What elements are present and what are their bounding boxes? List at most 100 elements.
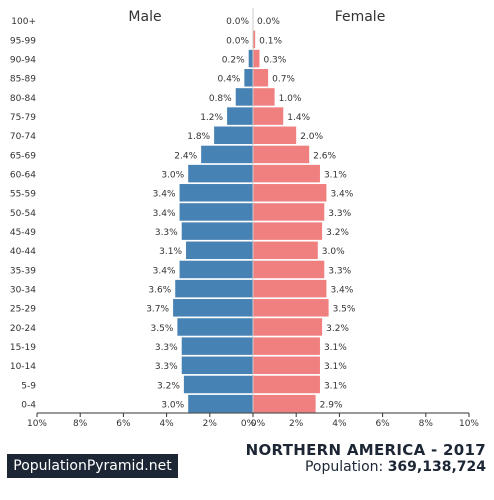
age-group-label: 45-49 bbox=[10, 228, 36, 238]
age-group-label: 30-34 bbox=[10, 285, 36, 295]
male-value-label: 1.8% bbox=[187, 132, 210, 142]
male-value-label: 0.0% bbox=[226, 17, 249, 27]
x-tick-label: 8% bbox=[73, 419, 88, 429]
female-value-label: 3.2% bbox=[326, 228, 349, 238]
male-value-label: 3.1% bbox=[159, 247, 182, 257]
female-header: Female bbox=[335, 9, 386, 25]
female-bar bbox=[253, 241, 318, 260]
female-value-label: 0.0% bbox=[257, 17, 280, 27]
male-value-label: 3.4% bbox=[153, 209, 176, 219]
female-bar bbox=[253, 30, 256, 49]
age-group-label: 0-4 bbox=[21, 400, 36, 410]
female-value-label: 3.1% bbox=[324, 362, 347, 372]
male-value-label: 2.4% bbox=[174, 151, 197, 161]
female-bar bbox=[253, 203, 325, 221]
male-bar bbox=[214, 126, 253, 145]
male-value-label: 0.8% bbox=[209, 94, 232, 104]
brand-badge[interactable]: PopulationPyramid.net bbox=[7, 454, 178, 478]
age-group-label: 35-39 bbox=[10, 266, 36, 276]
female-bar bbox=[253, 107, 284, 125]
female-bar bbox=[253, 69, 269, 87]
age-group-label: 20-24 bbox=[10, 324, 36, 334]
female-bar bbox=[253, 260, 325, 279]
x-tick-label: 10% bbox=[459, 419, 479, 429]
male-bar bbox=[201, 145, 253, 164]
male-bar bbox=[227, 107, 253, 125]
bars-group: 0.0% 0.0% 100+ 0.0% 0.1% 95-99 0.2% 0.3% 90-94 0.… bbox=[10, 17, 356, 413]
male-value-label: 0.4% bbox=[217, 75, 240, 85]
female-value-label: 3.1% bbox=[324, 381, 347, 391]
male-bar bbox=[175, 279, 253, 298]
age-group-label: 15-19 bbox=[10, 343, 36, 353]
female-bar bbox=[253, 145, 310, 164]
female-value-label: 3.4% bbox=[330, 190, 353, 200]
age-group-label: 90-94 bbox=[10, 55, 36, 65]
x-tick-label: 2% bbox=[289, 419, 304, 429]
female-value-label: 2.0% bbox=[300, 132, 323, 142]
female-value-label: 1.4% bbox=[287, 113, 310, 123]
female-bar bbox=[253, 337, 320, 355]
female-value-label: 3.3% bbox=[328, 209, 351, 219]
female-value-label: 0.1% bbox=[259, 36, 282, 46]
female-bar bbox=[253, 164, 320, 183]
age-group-label: 10-14 bbox=[10, 362, 36, 372]
x-axis: 10% 8% 6% 4% 2% 0%0% 2% 4% 6% 8% 10% bbox=[27, 8, 479, 429]
female-value-label: 1.0% bbox=[279, 94, 302, 104]
male-bar bbox=[179, 184, 253, 202]
age-group-label: 85-89 bbox=[10, 75, 36, 85]
female-value-label: 2.6% bbox=[313, 151, 336, 161]
male-value-label: 1.2% bbox=[200, 113, 223, 123]
x-tick-label: 6% bbox=[375, 419, 390, 429]
female-bar bbox=[253, 375, 320, 394]
x-tick-label: 0% bbox=[241, 419, 256, 429]
population-value: 369,138,724 bbox=[387, 459, 486, 475]
x-tick-label: 4% bbox=[159, 419, 174, 429]
male-bar bbox=[181, 337, 253, 355]
female-bar bbox=[253, 356, 320, 375]
age-group-label: 25-29 bbox=[10, 305, 36, 315]
population-line: Population: 369,138,724 bbox=[305, 459, 486, 475]
male-value-label: 3.3% bbox=[155, 362, 178, 372]
male-value-label: 3.3% bbox=[155, 343, 178, 353]
age-group-label: 100+ bbox=[11, 17, 36, 27]
age-group-label: 60-64 bbox=[10, 170, 36, 180]
male-bar bbox=[181, 356, 253, 375]
male-bar bbox=[181, 222, 253, 240]
female-value-label: 0.7% bbox=[272, 75, 295, 85]
male-value-label: 3.0% bbox=[161, 400, 184, 410]
male-bar bbox=[235, 88, 253, 106]
male-bar bbox=[188, 164, 253, 183]
male-value-label: 3.5% bbox=[151, 324, 174, 334]
population-label: Population: bbox=[304, 459, 384, 475]
age-group-label: 50-54 bbox=[10, 209, 36, 219]
male-bar bbox=[179, 203, 253, 221]
male-header: Male bbox=[128, 9, 161, 25]
age-group-label: 70-74 bbox=[10, 132, 36, 142]
male-value-label: 0.2% bbox=[222, 55, 245, 65]
x-tick-label: 4% bbox=[332, 419, 347, 429]
female-bar bbox=[253, 279, 327, 298]
male-value-label: 3.7% bbox=[146, 305, 169, 315]
age-group-label: 55-59 bbox=[10, 190, 36, 200]
female-bar bbox=[253, 318, 323, 336]
x-tick-label: 10% bbox=[27, 419, 47, 429]
age-group-label: 65-69 bbox=[10, 151, 36, 161]
female-value-label: 3.1% bbox=[324, 343, 347, 353]
x-tick-label: 6% bbox=[116, 419, 131, 429]
female-bar bbox=[253, 49, 260, 68]
male-value-label: 3.4% bbox=[153, 266, 176, 276]
male-bar bbox=[177, 318, 253, 336]
female-value-label: 0.3% bbox=[263, 55, 286, 65]
population-pyramid-chart: Male Female 0.0% 0.0% 100+ 0.0% 0.1% 95-99 0.2… bbox=[10, 8, 479, 429]
male-bar bbox=[248, 49, 253, 68]
x-tick-label: 0% bbox=[251, 419, 266, 429]
female-value-label: 3.5% bbox=[333, 305, 356, 315]
x-tick-label: 2% bbox=[203, 419, 218, 429]
male-value-label: 0.0% bbox=[226, 36, 249, 46]
male-value-label: 3.6% bbox=[148, 285, 171, 295]
male-bar bbox=[179, 260, 253, 279]
female-value-label: 3.3% bbox=[328, 266, 351, 276]
female-bar bbox=[253, 394, 316, 413]
female-bar bbox=[253, 222, 323, 240]
male-value-label: 3.4% bbox=[153, 190, 176, 200]
